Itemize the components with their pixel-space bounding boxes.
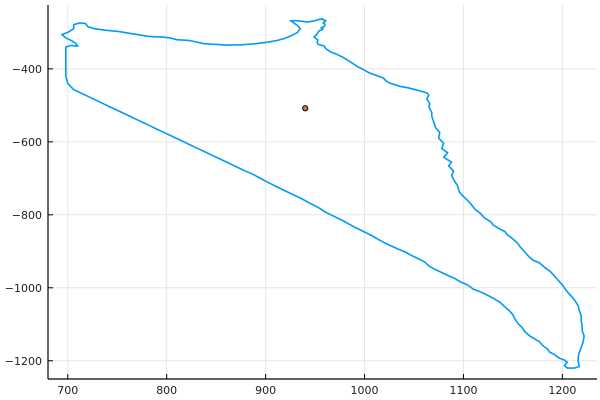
x-tick-label: 1200 xyxy=(548,384,576,397)
scatter-point xyxy=(302,105,309,112)
x-tick-label: 800 xyxy=(156,384,177,397)
y-tick-label: −1200 xyxy=(5,355,42,368)
y-tick-label: −400 xyxy=(12,63,42,76)
x-tick-label: 900 xyxy=(255,384,276,397)
x-tick-label: 700 xyxy=(57,384,78,397)
y-tick-label: −600 xyxy=(12,136,42,149)
series-line xyxy=(61,17,585,369)
plot-area xyxy=(61,17,585,369)
y-tick-label: −1000 xyxy=(5,282,42,295)
ticks: 700 800 900 1000 1100 1200 −400 −600 −800 −1000 −1… xyxy=(5,63,577,397)
axes xyxy=(47,5,597,380)
x-tick-label: 1000 xyxy=(351,384,379,397)
y-tick-label: −800 xyxy=(12,209,42,222)
grid xyxy=(48,5,597,379)
x-tick-label: 1100 xyxy=(449,384,477,397)
